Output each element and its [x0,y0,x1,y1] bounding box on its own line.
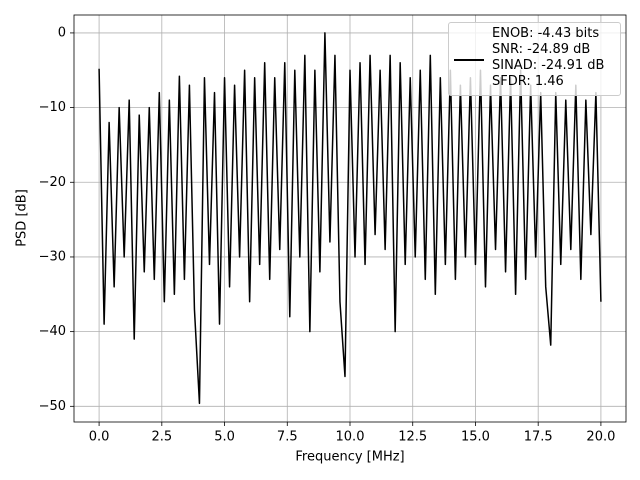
plot-frame [73,14,627,423]
y-tick-label: −10 [39,100,66,115]
x-tick-label: 15.0 [461,430,490,445]
legend-line [454,59,484,61]
x-tick-label: 10.0 [336,430,365,445]
x-tick-label: 12.5 [398,430,427,445]
y-axis-label: PSD [dB] [15,189,30,247]
x-tick-label: 2.5 [151,430,172,445]
x-tick-label: 17.5 [524,430,553,445]
psd-line [98,32,602,405]
x-axis-label: Frequency [MHz] [295,450,404,465]
y-tick-label: −30 [39,249,66,264]
y-tick-label: 0 [58,25,66,40]
y-tick-label: −40 [39,324,66,339]
x-tick-label: 7.5 [277,430,298,445]
legend-label: ENOB: -4.43 bits SNR: -24.89 dB SINAD: -… [492,26,605,89]
x-tick-label: 5.0 [214,430,235,445]
x-tick-label: 0.0 [89,430,110,445]
legend: ENOB: -4.43 bits SNR: -24.89 dB SINAD: -… [448,22,621,96]
y-tick-label: −20 [39,175,66,190]
x-tick-label: 20.0 [586,430,615,445]
y-tick-label: −50 [39,399,66,414]
